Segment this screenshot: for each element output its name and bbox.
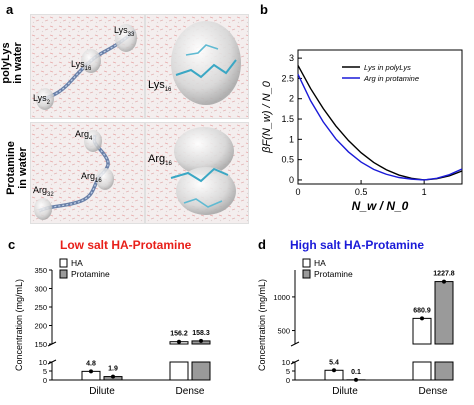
bar-value-label: 1227.8 (433, 271, 455, 278)
y-axis-label: βF(N_w) / N_0 (261, 80, 273, 154)
legend-label: Arg in protamine (363, 74, 419, 83)
y-tick-label: 10 (39, 358, 47, 367)
y-tick-label: 0 (43, 376, 47, 385)
legend-label: HA (71, 258, 83, 268)
x-tick-label: 0.5 (355, 187, 368, 197)
bar-value-label: 4.8 (86, 360, 96, 367)
residue-label-lys2: Lys2 (33, 93, 51, 106)
residue-label-arg32: Arg32 (33, 185, 54, 198)
residue-label-lys33: Lys33 (114, 25, 135, 38)
x-category-label: Dense (176, 386, 205, 397)
polylys-zoom-image: Lys16 (145, 14, 249, 119)
legend-swatch (59, 269, 68, 279)
protamine-zoom-image: Arg16 (145, 122, 249, 224)
y-axis-label: Concentration (mg/mL) (257, 279, 267, 371)
data-point (420, 316, 424, 321)
bar-protamine-dense-upper (434, 281, 454, 345)
bar-value-label: 156.2 (170, 331, 188, 338)
residue-label-arg16: Arg16 (81, 171, 102, 184)
x-category-label: Dilute (89, 386, 115, 397)
data-point (111, 374, 115, 379)
legend-swatch (59, 258, 68, 268)
protamine-chain-render (31, 123, 144, 223)
y-axis-label: Concentration (mg/mL) (14, 279, 24, 371)
data-point (177, 339, 181, 344)
x-category-label: Dense (419, 386, 448, 397)
polylys-chain-image: Lys33 Lys16 Lys2 (30, 14, 145, 119)
protamine-chain-image: Arg4 Arg16 Arg32 (30, 122, 145, 224)
y-tick-label: 1 (289, 134, 294, 144)
y-tick-label: 10 (282, 358, 290, 367)
legend-label: Protamine (71, 269, 110, 279)
y-tick-label: 150 (34, 340, 47, 349)
legend-swatch (302, 269, 311, 279)
polylys-chain-render (31, 15, 144, 118)
y-tick-label: 300 (34, 285, 47, 294)
polylys-zoom-render (146, 15, 248, 118)
y-tick-label: 1000 (273, 293, 290, 302)
data-point (332, 368, 336, 373)
y-tick-label: 3 (289, 53, 294, 63)
data-point (89, 369, 93, 374)
y-tick-label: 1.5 (281, 114, 294, 124)
bar-protamine-dense-lower (434, 361, 454, 381)
protamine-zoom-render (146, 123, 248, 223)
series-line-arg (297, 74, 463, 181)
lys33-shell (115, 24, 137, 52)
bar-value-label: 0.1 (351, 369, 361, 376)
bar-value-label: 158.3 (192, 330, 210, 337)
y-tick-label: 250 (34, 303, 47, 312)
y-tick-label: 2.5 (281, 73, 294, 83)
residue-label-lys16: Lys16 (71, 59, 92, 72)
x-tick-label: 1 (422, 187, 427, 197)
lys2-shell (36, 88, 54, 110)
y-tick-label: 0 (286, 376, 290, 385)
polylys-row-label: polyLys in water (0, 42, 24, 84)
plot-frame (297, 49, 463, 185)
y-tick-label: 350 (34, 266, 47, 275)
bar-value-label: 5.4 (329, 359, 339, 366)
protamine-row-label: Protamine in water (5, 141, 29, 195)
panel-c-title: Low salt HA-Protamine (60, 238, 192, 252)
y-tick-label: 0.5 (281, 155, 294, 165)
panel-c-letter: c (8, 237, 16, 252)
axis-break (47, 341, 57, 365)
free-energy-chart: 0 0.5 1 0 0.5 1 1.5 2 2.5 3 Lys in polyLys Arg in p… (261, 49, 463, 213)
bar-ha-dense-lower (412, 361, 432, 381)
y-tick-label: 200 (34, 322, 47, 331)
residue-label-arg16-zoom: Arg16 (148, 153, 172, 168)
bar-value-label: 1.9 (108, 366, 118, 373)
y-tick-label: 5 (286, 367, 290, 376)
panel-d-title: High salt HA-Protamine (290, 238, 425, 252)
x-category-label: Dilute (332, 386, 358, 397)
data-point (442, 279, 446, 284)
residue-label-arg4: Arg4 (75, 129, 93, 142)
y-tick-label: 0 (289, 175, 294, 185)
bar-ha-dense-upper (412, 317, 432, 345)
panel-d-letter: d (258, 237, 266, 252)
residue-label-lys16-zoom: Lys16 (148, 79, 172, 94)
panel-b-letter: b (260, 2, 268, 17)
x-axis-label: N_w / N_0 (352, 199, 409, 213)
axis-break (290, 341, 300, 365)
y-tick-label: 5 (43, 367, 47, 376)
data-point (199, 338, 203, 343)
lys16-shell (81, 49, 101, 73)
x-tick-label: 0 (295, 187, 300, 197)
bar-ha-dense-lower (169, 361, 189, 381)
legend-swatch (302, 258, 311, 268)
legend-label: Protamine (314, 269, 353, 279)
bar-value-label: 680.9 (413, 307, 431, 314)
y-tick-label: 500 (277, 327, 290, 336)
y-tick-label: 2 (289, 94, 294, 104)
bar-protamine-dense-lower (191, 361, 211, 381)
legend-label: HA (314, 258, 326, 268)
legend-label: Lys in polyLys (364, 63, 411, 72)
data-point (354, 377, 358, 382)
panel-a-letter: a (6, 2, 14, 17)
